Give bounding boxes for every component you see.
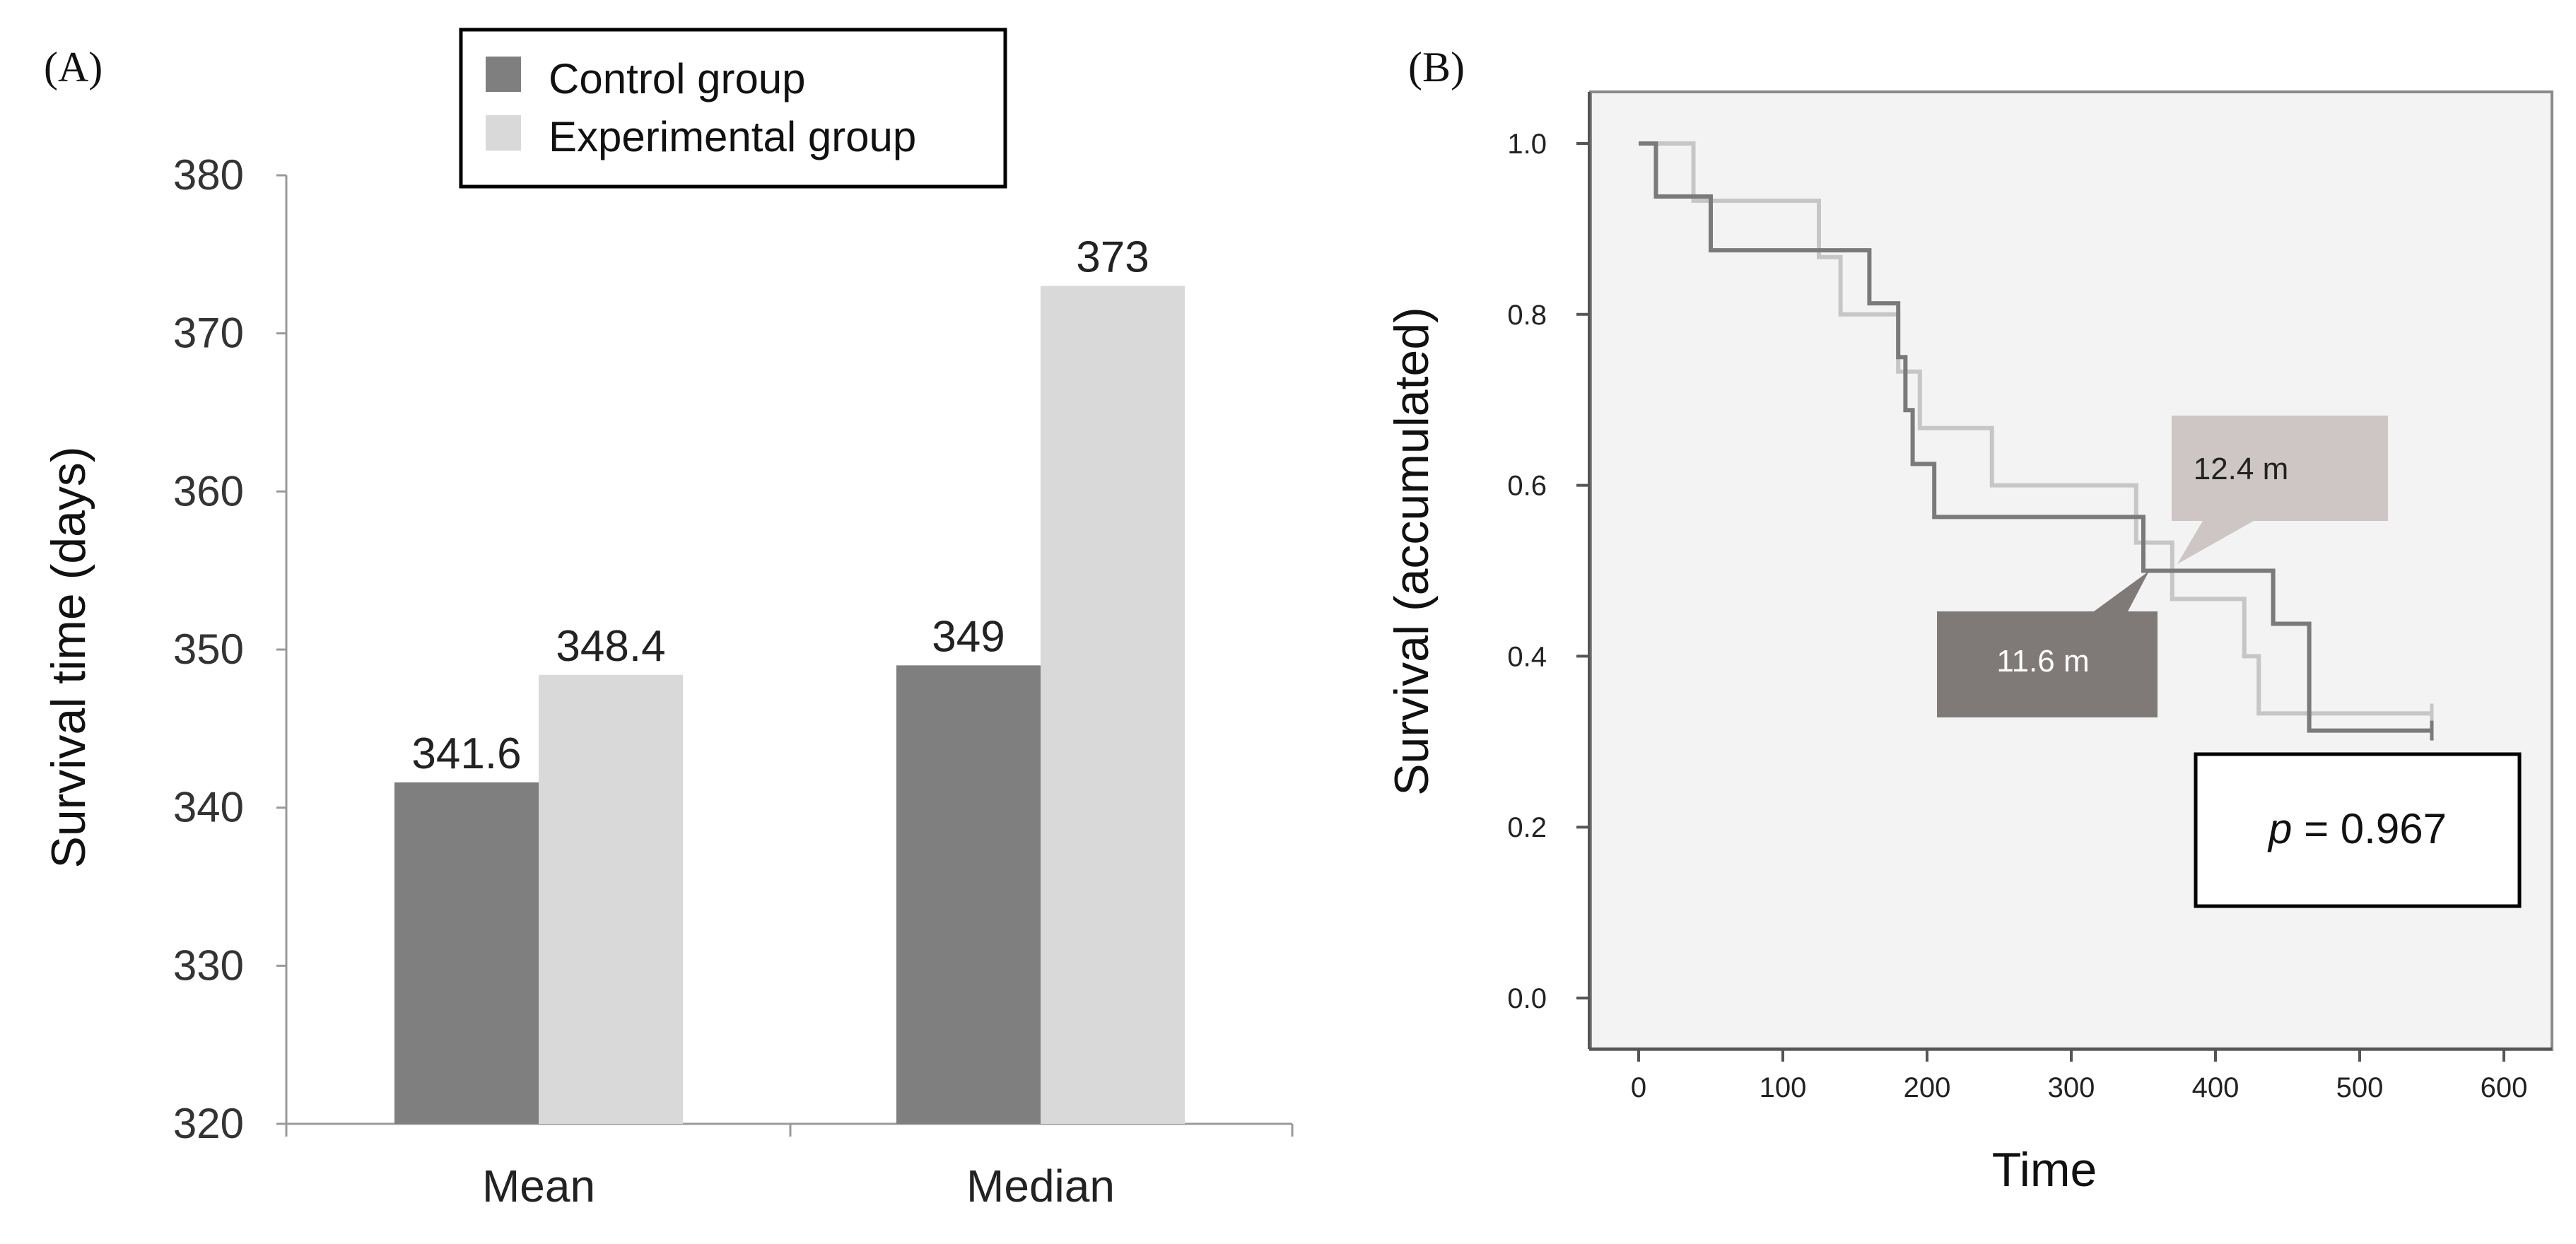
legend-a: Control group Experimental group	[459, 28, 1007, 189]
km-y-tick-label: 0.2	[1507, 812, 1547, 843]
panel-a: (A) Control group Experimental group Sur…	[42, 28, 1294, 1211]
bar-experimental-mean	[539, 674, 683, 1124]
km-y-tick-label: 0.8	[1507, 300, 1547, 331]
callout-12-4-box	[2172, 416, 2388, 564]
bar-axes: 320 330 340 350 360 370 380 Mean Median	[173, 151, 1294, 1211]
bar-y-axis-title: Survival time (days)	[42, 446, 95, 868]
p-value-frame	[2194, 752, 2522, 908]
km-y-tick-label: 0.0	[1507, 983, 1547, 1014]
panel-a-label: (A)	[44, 44, 103, 90]
legend-swatch-experimental	[486, 115, 521, 151]
panel-b-label: (B)	[1408, 44, 1465, 90]
callout-11-6-box	[1937, 571, 2158, 717]
km-x-tick-label: 200	[1904, 1072, 1951, 1103]
legend-label-control: Control group	[549, 55, 806, 102]
km-y-tick-label: 0.6	[1507, 471, 1547, 502]
callout-11-6: 11.6 m	[1937, 571, 2158, 717]
bar-y-tick-label: 370	[173, 310, 244, 357]
bar-y-tick-label: 360	[173, 467, 244, 515]
km-x-axis-title: Time	[1992, 1143, 2097, 1197]
callout-11-6-text: 11.6 m	[1996, 644, 2089, 679]
bar-control-median	[896, 665, 1041, 1124]
km-x-tick-label: 100	[1760, 1072, 1807, 1103]
km-x-tick-label: 400	[2192, 1072, 2240, 1103]
bar-value-label: 341.6	[411, 729, 521, 778]
bar-control-mean	[394, 782, 539, 1124]
km-x-tick-label: 0	[1631, 1072, 1646, 1103]
km-axes: 0.0 0.2 0.4 0.6 0.8 1.0 0 100 200 300 400 500 600	[1507, 92, 2552, 1103]
km-x-tick-label: 300	[2048, 1072, 2095, 1103]
km-line-control	[1639, 141, 2432, 733]
panel-b: (B) Survival (accumulated) Time 0.00.20.…	[1385, 44, 2553, 1197]
p-value-text: p = 0.967	[2267, 805, 2447, 852]
bar-category-label: Median	[966, 1161, 1115, 1211]
callout-12-4: 12.4 m	[2172, 416, 2388, 564]
legend-box	[459, 28, 1007, 189]
bar-y-tick-label: 320	[173, 1100, 244, 1147]
bar-category-label: Mean	[482, 1161, 595, 1211]
km-x-tick-label: 500	[2336, 1072, 2384, 1103]
km-lines	[1639, 141, 2434, 741]
km-y-tick-label: 0.4	[1507, 641, 1547, 672]
bar-y-tick-label: 340	[173, 784, 244, 831]
bar-marks: 341.6 349 348.4 373	[394, 233, 1185, 1125]
bar-experimental-median	[1041, 286, 1185, 1125]
p-symbol: p	[2267, 805, 2292, 852]
p-value-box: p = 0.967	[2194, 752, 2522, 908]
km-line-experimental	[1639, 141, 2432, 716]
bar-value-label: 348.4	[556, 622, 665, 671]
bar-value-label: 349	[932, 612, 1005, 661]
km-x-tick-label: 600	[2481, 1072, 2528, 1103]
bar-y-tick-label: 330	[173, 941, 244, 989]
p-value: = 0.967	[2292, 805, 2447, 852]
bar-y-tick-label: 380	[173, 151, 244, 199]
callout-12-4-text: 12.4 m	[2194, 452, 2289, 486]
legend-swatch-control	[486, 57, 521, 92]
bar-value-label: 373	[1076, 233, 1149, 282]
legend-label-experimental: Experimental group	[549, 113, 916, 160]
km-y-axis-title: Survival (accumulated)	[1385, 307, 1439, 796]
bar-y-tick-label: 350	[173, 626, 244, 673]
km-y-tick-label: 1.0	[1507, 129, 1547, 160]
